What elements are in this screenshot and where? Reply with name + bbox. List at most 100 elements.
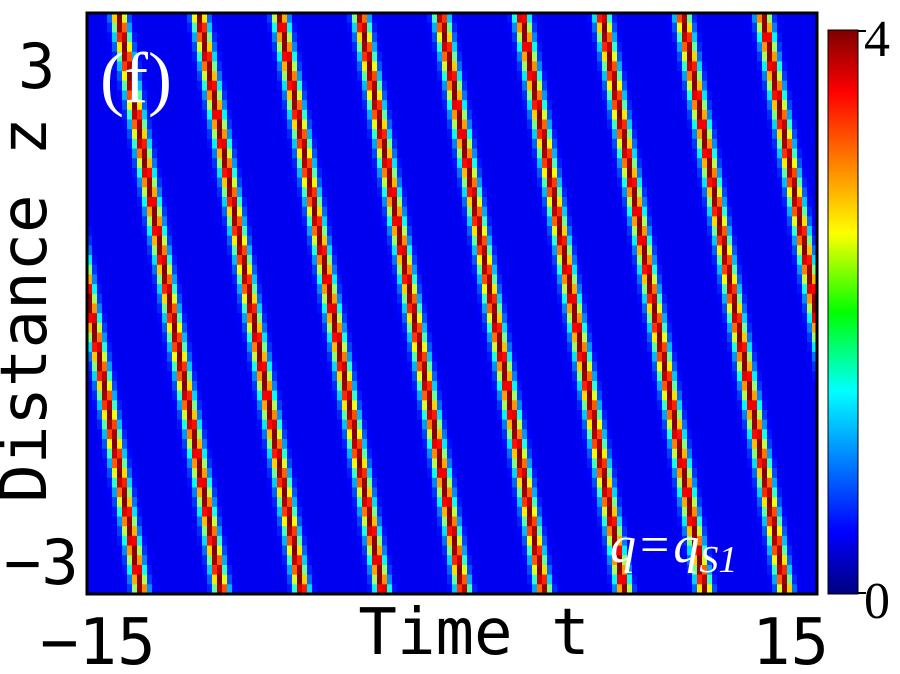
heatmap-cell <box>437 167 443 179</box>
heatmap-cell <box>322 187 328 198</box>
heatmap-cell <box>422 80 428 92</box>
heatmap-cell <box>362 148 368 159</box>
heatmap-cell <box>637 274 643 285</box>
heatmap-cell <box>117 255 123 266</box>
heatmap-cell <box>242 138 248 150</box>
heatmap-cell <box>542 119 548 130</box>
heatmap-cell <box>217 274 223 285</box>
heatmap-cell <box>782 196 788 208</box>
heatmap-cell <box>597 245 603 256</box>
heatmap-cell <box>557 32 563 43</box>
heatmap-cell <box>617 167 623 179</box>
heatmap-cell <box>382 42 388 53</box>
heatmap-cell <box>177 187 183 198</box>
heatmap-cell <box>252 80 258 92</box>
heatmap-cell <box>627 284 633 295</box>
heatmap-cell <box>777 167 783 179</box>
heatmap-cell <box>117 264 123 276</box>
heatmap-cell <box>622 245 628 256</box>
heatmap-cell <box>692 332 698 343</box>
heatmap-cell <box>557 322 563 334</box>
heatmap-cell <box>807 119 813 130</box>
heatmap-cell <box>722 284 728 295</box>
heatmap-cell <box>657 138 663 150</box>
heatmap-cell <box>482 322 488 334</box>
heatmap-cell <box>757 255 763 266</box>
heatmap-cell <box>532 313 538 324</box>
heatmap-cell <box>322 206 328 217</box>
heatmap-cell <box>157 51 163 63</box>
heatmap-cell <box>147 293 153 305</box>
heatmap-cell <box>572 32 578 43</box>
heatmap-cell <box>382 90 388 101</box>
heatmap-cell <box>667 138 673 150</box>
heatmap-cell <box>407 264 413 276</box>
heatmap-cell <box>147 158 153 169</box>
heatmap-cell <box>272 61 278 72</box>
heatmap-cell <box>117 293 123 305</box>
heatmap-cell <box>627 322 633 334</box>
heatmap-cell <box>132 255 138 266</box>
heatmap-cell <box>162 51 168 63</box>
heatmap-cell <box>717 90 723 101</box>
heatmap-cell <box>147 255 153 266</box>
heatmap-cell <box>137 322 143 334</box>
heatmap-cell <box>107 284 113 295</box>
heatmap-cell <box>372 167 378 179</box>
heatmap-cell <box>167 51 173 63</box>
heatmap-cell <box>572 332 578 343</box>
heatmap-cell <box>312 119 318 130</box>
heatmap-cell <box>477 245 483 256</box>
heatmap-cell <box>772 187 778 198</box>
heatmap-cell <box>417 80 423 92</box>
heatmap-cell <box>317 90 323 101</box>
heatmap-cell <box>622 177 628 188</box>
heatmap-cell <box>572 42 578 53</box>
heatmap-cell <box>362 226 368 237</box>
heatmap-cell <box>497 264 503 276</box>
heatmap-cell <box>142 22 148 33</box>
heatmap-cell <box>542 13 548 24</box>
heatmap-cell <box>357 332 363 343</box>
heatmap-cell <box>472 32 478 43</box>
heatmap-cell <box>792 226 798 237</box>
heatmap-cell <box>467 284 473 295</box>
heatmap-cell <box>132 61 138 72</box>
heatmap-cell <box>97 274 103 285</box>
heatmap-cell <box>692 235 698 246</box>
heatmap-cell <box>767 138 773 150</box>
heatmap-cell <box>447 177 453 188</box>
heatmap-cell <box>157 293 163 305</box>
heatmap-cell <box>212 322 218 334</box>
heatmap-cell <box>517 138 523 150</box>
heatmap-cell <box>262 206 268 217</box>
heatmap-cell <box>807 138 813 150</box>
heatmap-cell <box>737 177 743 188</box>
heatmap-cell <box>607 138 613 150</box>
heatmap-cell <box>247 187 253 198</box>
heatmap-cell <box>357 264 363 276</box>
heatmap-cell <box>737 245 743 256</box>
heatmap-cell <box>532 216 538 227</box>
heatmap-cell <box>542 303 548 314</box>
heatmap-cell <box>527 71 533 82</box>
heatmap-cell <box>632 274 638 285</box>
heatmap-cell <box>187 148 193 159</box>
heatmap-cell <box>322 138 328 150</box>
heatmap-cell <box>507 255 513 266</box>
heatmap-cell <box>762 148 768 159</box>
heatmap-cell <box>672 138 678 150</box>
heatmap-cell <box>402 167 408 179</box>
heatmap-cell <box>647 138 653 150</box>
heatmap-cell <box>567 148 573 159</box>
heatmap-cell <box>267 303 273 314</box>
heatmap-cell <box>102 187 108 198</box>
heatmap-cell <box>717 138 723 150</box>
heatmap-cell <box>377 235 383 246</box>
heatmap-cell <box>792 332 798 343</box>
heatmap-cell <box>487 109 493 121</box>
heatmap-cell <box>87 313 93 324</box>
heatmap-cell <box>792 80 798 92</box>
heatmap-cell <box>787 129 793 140</box>
heatmap-cell <box>682 80 688 92</box>
